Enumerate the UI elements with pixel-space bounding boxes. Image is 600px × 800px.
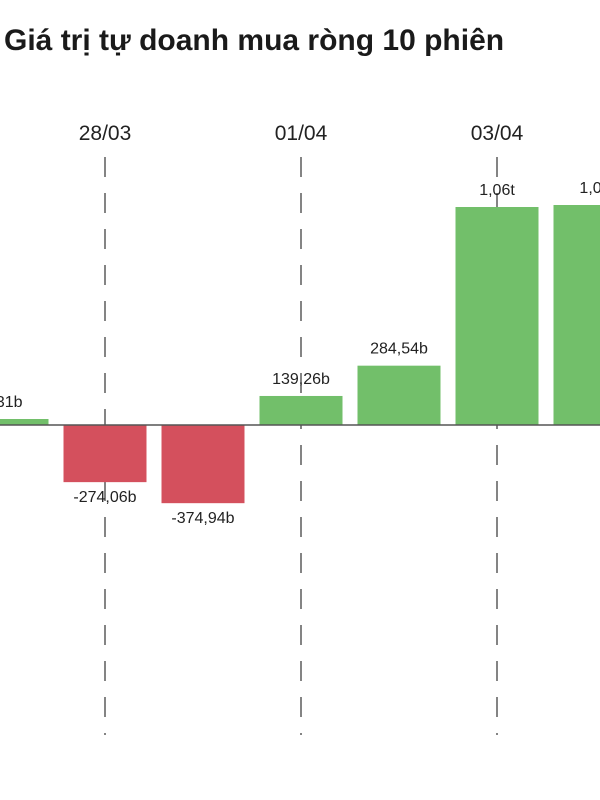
data-label: -374,94b: [171, 510, 234, 527]
bar: [161, 425, 245, 504]
data-label: 1,06t: [479, 182, 515, 199]
data-label: 1,07: [579, 180, 600, 197]
data-label: ,31b: [0, 394, 23, 411]
bar: [0, 419, 49, 425]
data-label: 139,26b: [272, 371, 330, 388]
bar: [455, 207, 539, 425]
x-tick-label: 03/04: [471, 122, 524, 145]
bars: [0, 205, 600, 504]
bar: [553, 205, 600, 425]
x-tick-labels: 28/03 01/04 03/04: [79, 122, 524, 145]
x-tick-label: 28/03: [79, 122, 132, 145]
x-tick-label: 01/04: [275, 122, 328, 145]
data-labels: ,31b -274,06b -374,94b 139,26b 284,54b 1,06t 1…: [0, 180, 600, 527]
bar: [63, 425, 147, 483]
chart-title: Giá trị tự doanh mua ròng 10 phiên: [4, 24, 505, 57]
data-label: -274,06b: [73, 489, 136, 506]
data-label: 284,54b: [370, 341, 428, 358]
bar: [357, 365, 441, 425]
bar: [259, 395, 343, 425]
